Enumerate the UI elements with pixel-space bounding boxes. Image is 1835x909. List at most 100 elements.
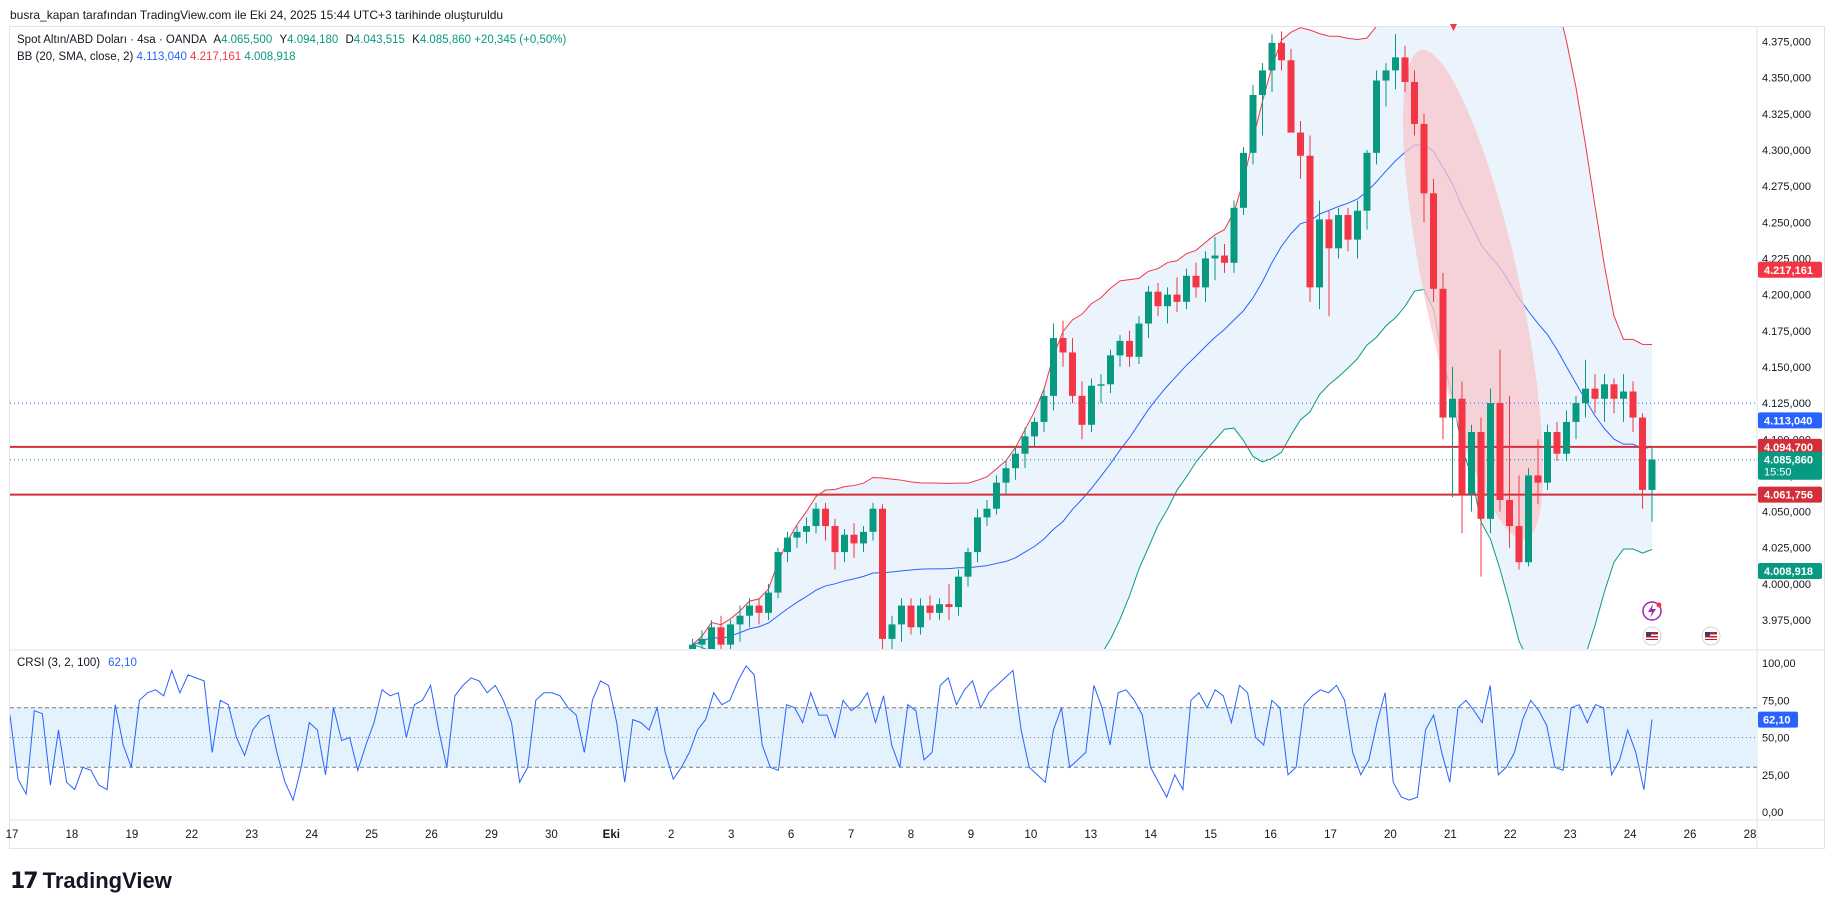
price-tick-label: 4.350,000 [1762,73,1811,85]
crsi-tick-label: 0,00 [1762,807,1783,819]
axes-layer: 3.975,0004.000,0004.025,0004.050,0004.07… [6,36,1811,841]
candle-body [1553,432,1561,454]
time-tick-label: Eki [603,829,620,841]
candle-body [1420,123,1428,194]
flag-stripe [1646,637,1658,639]
time-tick-label: 22 [185,829,198,841]
crsi-pane [10,665,1757,802]
candle-body [1249,94,1257,153]
time-tick-label: 29 [485,829,498,841]
price-tag [1758,261,1822,278]
crsi-legend[interactable]: CRSI (3, 2, 100) 62,10 [17,657,137,669]
crsi-tick-label: 75,00 [1762,695,1790,707]
tradingview-logo-icon: 17 [10,868,39,894]
candle-body [812,508,820,527]
candle-body [1088,385,1095,425]
flag-canton [1646,632,1651,636]
candle-body [1240,152,1247,208]
candle-body [1097,384,1105,386]
candle-body [746,605,753,616]
bb-lower-value: 4.008,918 [244,51,296,63]
crsi-tick-label: 25,00 [1762,770,1790,782]
price-tag [1758,486,1822,503]
price-tick-label: 4.200,000 [1762,290,1811,302]
candle-body [841,534,848,553]
legend-symbol[interactable]: Spot Altın/ABD Doları · 4sa · OANDA [17,34,207,46]
flag-canton [1705,632,1710,636]
crsi-legend-value: 62,10 [108,657,137,669]
crsi-value-tag-label: 62,10 [1763,715,1791,727]
candle-body [907,605,915,628]
candle-body [926,605,934,613]
candle-body [1572,403,1580,422]
time-tick-label: 9 [968,829,974,841]
time-tick-label: 17 [1324,829,1337,841]
time-tick-label: 30 [545,829,558,841]
candle-body [822,508,829,527]
time-tick-label: 16 [1264,829,1277,841]
drawn-ellipse [1402,49,1544,540]
time-tick-label: 13 [1084,829,1097,841]
candle-body [1439,288,1447,418]
candle-body [774,552,782,593]
price-tag-label: 4.217,161 [1764,265,1813,277]
price-tick-label: 4.125,000 [1762,398,1811,410]
candle-body [1050,338,1057,396]
candle-body [793,531,801,538]
candle-body [727,624,734,645]
crsi-band-fill [10,707,1757,768]
candle-body [1116,340,1124,356]
candle-body [765,592,772,613]
price-tag [1758,412,1822,429]
time-tick-label: 23 [1564,829,1577,841]
candle-body [1183,275,1190,302]
candle-body [1306,155,1314,288]
bb-legend[interactable]: BB (20, SMA, close, 2) 4.113,040 4.217,1… [17,51,296,63]
price-tag [1758,451,1822,480]
price-tick-label: 4.275,000 [1762,181,1811,193]
legend-open-label: A [213,34,222,46]
legend-low-value: 4.043,515 [353,34,405,46]
bb-lower-line [692,288,1653,649]
time-tick-label: 25 [365,829,378,841]
time-tick-label: 26 [425,829,438,841]
price-tag-countdown: 15:50 [1764,467,1792,479]
candle-body [708,627,715,649]
candle-body [698,638,706,645]
candle-body [1107,355,1114,385]
flag-stripe [1705,634,1717,636]
price-tick-label: 4.250,000 [1762,217,1811,229]
time-tick-label: 26 [1684,829,1697,841]
candle-body [1601,384,1608,399]
candle-body [1135,323,1143,357]
candle-body [936,604,943,613]
us-flag-event-icon[interactable] [1642,626,1662,646]
candle-body [1031,421,1038,437]
legend-low-label: D [345,34,354,46]
time-tick-label: 8 [908,829,914,841]
price-tag-label: 4.113,040 [1764,415,1812,427]
crsi-label[interactable]: CRSI (3, 2, 100) [17,657,101,669]
price-tick-label: 4.000,000 [1762,579,1811,591]
time-tick-label: 23 [245,829,258,841]
flag-stripe [1646,634,1658,636]
candle-body [974,517,981,553]
bb-label[interactable]: BB (20, SMA, close, 2) [17,51,134,63]
time-tick-label: 24 [1624,829,1637,841]
legend-high-label: Y [279,34,288,46]
lightning-event-icon[interactable] [1642,601,1662,621]
bb-basis-value: 4.113,040 [136,51,187,63]
us-flag-event-icon[interactable] [1701,626,1721,646]
candle-body [1363,152,1371,211]
time-tick-label: 22 [1504,829,1517,841]
time-tick-label: 7 [848,829,854,841]
candle-body [1392,57,1399,71]
candle-body [1373,80,1380,153]
flag-stripe [1705,637,1717,639]
candle-body [1192,275,1200,288]
candle-body [1173,294,1181,302]
legend-close-label: K [412,34,420,46]
price-tick-label: 4.375,000 [1762,36,1811,48]
tradingview-brand[interactable]: 17 TradingView [10,868,172,894]
